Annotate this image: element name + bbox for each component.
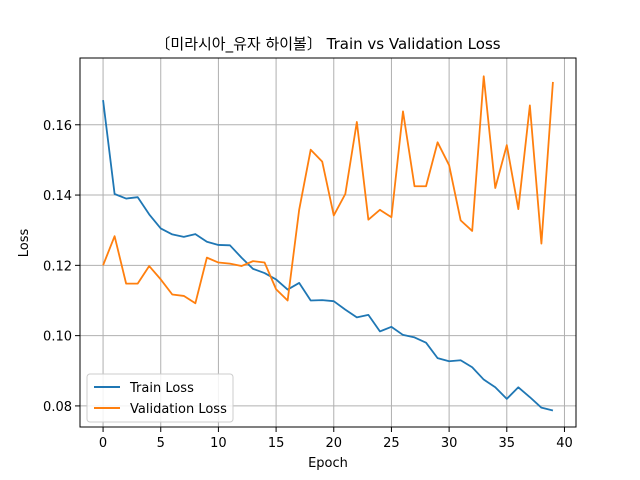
x-tick-label: 40 [556,436,573,451]
x-tick-label: 20 [325,436,342,451]
grid [80,58,576,427]
plot-frame [79,57,577,428]
series-line-train-loss [102,100,554,412]
y-tick-label: 0.14 [43,189,72,204]
x-tick-label: 30 [441,436,458,451]
x-tick-label: 35 [499,436,516,451]
legend-label-train-loss: Train Loss [129,381,194,396]
series-layer [102,75,554,412]
y-tick-label: 0.08 [43,400,72,415]
x-axis-label: Epoch [308,456,348,471]
axis-ticks: 0 5 10 15 20 25 30 35 40 0.08 0.10 0.12 0.14 0.16 [43,119,573,451]
x-tick-label: 10 [210,436,227,451]
y-tick-label: 0.12 [43,259,72,274]
x-tick-label: 0 [99,436,107,451]
y-tick-label: 0.10 [43,330,72,345]
legend-box [86,373,234,423]
x-tick-label: 5 [157,436,165,451]
legend-label-validation-loss: Validation Loss [130,402,227,417]
chart-title: 〔미라시아_유자 하이볼〕 Train vs Validation Loss [155,35,500,54]
y-tick-label: 0.16 [43,119,72,134]
x-tick-label: 15 [268,436,285,451]
legend: Train Loss Validation Loss [86,373,234,423]
series-line-validation-loss [102,75,554,305]
y-axis-label: Loss [17,229,32,258]
x-tick-label: 25 [383,436,400,451]
